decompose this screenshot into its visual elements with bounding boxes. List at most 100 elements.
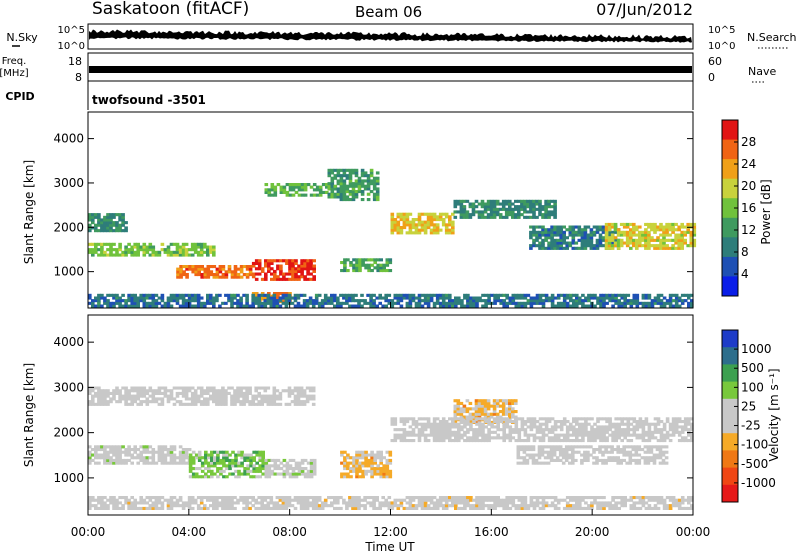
velocity-cell-band-6 [617,430,621,434]
velocity-cell-band-8 [622,450,626,454]
velocity-cell-band-5 [468,415,473,419]
velocity-cell-band-0 [278,391,283,395]
power-cell-band-9 [526,202,530,206]
velocity-cell-band-5 [511,407,515,411]
power-cell-band-9 [523,210,527,214]
velocity-cell-band-7 [269,501,274,505]
velocity-cell-band-7 [260,498,264,502]
power-cell-band-11 [641,244,645,248]
velocity-cell-band-6 [499,428,503,432]
power-cell-band-7 [382,269,386,273]
power-cell-band-12 [511,296,516,300]
power-cell-band-9 [553,210,557,214]
velocity-cell-band-7 [184,504,189,508]
velocity-cell-band-7 [254,506,258,510]
velocity-cell-band-6 [420,433,425,437]
velocity-cell-band-6 [556,439,561,443]
velocity-cell-band-3 [309,475,314,479]
velocity-cell-band-4 [385,450,390,454]
velocity-cell-band-0 [193,391,198,395]
velocity-cell-band-6 [656,417,661,421]
velocity-colorbar-segment-8 [722,467,738,486]
power-cell-band-10 [553,246,557,250]
power-cell-band-11 [607,246,612,250]
velocity-cell-band-0 [287,391,292,395]
velocity-cell-band-6 [451,439,455,443]
velocity-cell-band-7 [671,501,676,505]
velocity-cell-band-6 [605,420,609,424]
power-cell-band-12 [405,293,410,297]
velocity-cell-band-6 [569,433,573,437]
power-cell-band-8 [444,212,449,216]
power-cell-band-12 [97,296,101,300]
velocity-cell-band-7 [469,498,473,502]
power-cell-band-9 [514,199,518,203]
velocity-cell-band-5 [501,420,506,424]
velocity-cell-band-0 [172,402,177,406]
power-cell-band-6 [372,182,377,186]
velocity-cell-band-8 [534,453,539,457]
velocity-cell-band-7 [302,496,307,500]
velocity-cell-band-6 [502,417,506,421]
power-cell-band-3 [273,259,277,263]
velocity-cell-band-6 [550,417,555,421]
velocity-cell-band-7 [299,498,304,502]
velocity-cell-band-0 [242,386,246,390]
velocity-cell-band-4 [358,450,362,454]
power-cell-band-12 [266,299,271,303]
power-cell-band-12 [441,304,446,308]
power-cell-band-10 [580,241,585,245]
velocity-cell-band-5 [511,410,515,414]
power-cell-band-6 [333,195,338,199]
power-cell-band-2 [188,267,192,271]
velocity-cell-band-6 [393,436,398,440]
velocity-cell-band-7 [526,504,531,508]
power-cell-band-8 [402,215,407,219]
velocity-cell-band-4 [361,475,365,479]
power-cell-band-9 [529,207,533,211]
power-cell-band-8 [390,220,395,224]
power-cell-band-10 [538,241,542,245]
power-cell-band-7 [388,261,393,265]
power-cell-band-2 [179,270,183,274]
velocity-cell-band-0 [254,386,258,390]
power-cell-band-11 [689,238,694,242]
power-cell-band-12 [623,301,627,305]
power-cell-band-8 [448,215,452,219]
velocity-cell-band-0 [154,389,159,393]
velocity-cell-band-1 [160,461,165,465]
velocity-cell-band-7 [272,501,277,505]
power-cell-band-12 [448,293,452,297]
velocity-cell-band-7 [493,504,497,508]
power-cell-band-9 [495,213,500,217]
power-cell-band-12 [333,296,337,300]
velocity-cell-band-7 [221,498,225,502]
velocity-cell-band-6 [647,428,652,432]
power-cell-band-10 [556,225,560,229]
velocity-cell-band-0 [248,402,252,406]
velocity-cell-band-0 [221,389,225,393]
velocity-cell-band-5 [492,401,497,405]
velocity-cell-band-6 [441,420,446,424]
velocity-cell-band-2 [261,472,265,476]
power-cell-band-12 [305,299,310,303]
power-cell-band-10 [598,228,603,232]
power-cell-band-12 [611,296,615,300]
power-cell-band-12 [281,301,286,305]
power-cell-band-0 [118,229,122,233]
power-cell-band-8 [444,228,449,232]
velocity-cell-band-6 [569,428,573,432]
velocity-cell-band-4 [361,456,365,460]
velocity-cell-band-7 [112,498,116,502]
velocity-cell-band-3 [264,469,269,473]
velocity-cell-band-0 [248,400,252,404]
velocity-cell-band-1 [178,445,183,449]
power-cell-band-9 [508,202,512,206]
power-cell-band-11 [659,238,663,242]
velocity-cell-band-7 [357,506,361,510]
power-cell-band-11 [641,233,645,237]
velocity-cell-band-8 [610,450,614,454]
power-cell-band-12 [475,304,479,308]
velocity-cell-band-6 [514,422,519,426]
velocity-cell-band-6 [674,430,679,434]
